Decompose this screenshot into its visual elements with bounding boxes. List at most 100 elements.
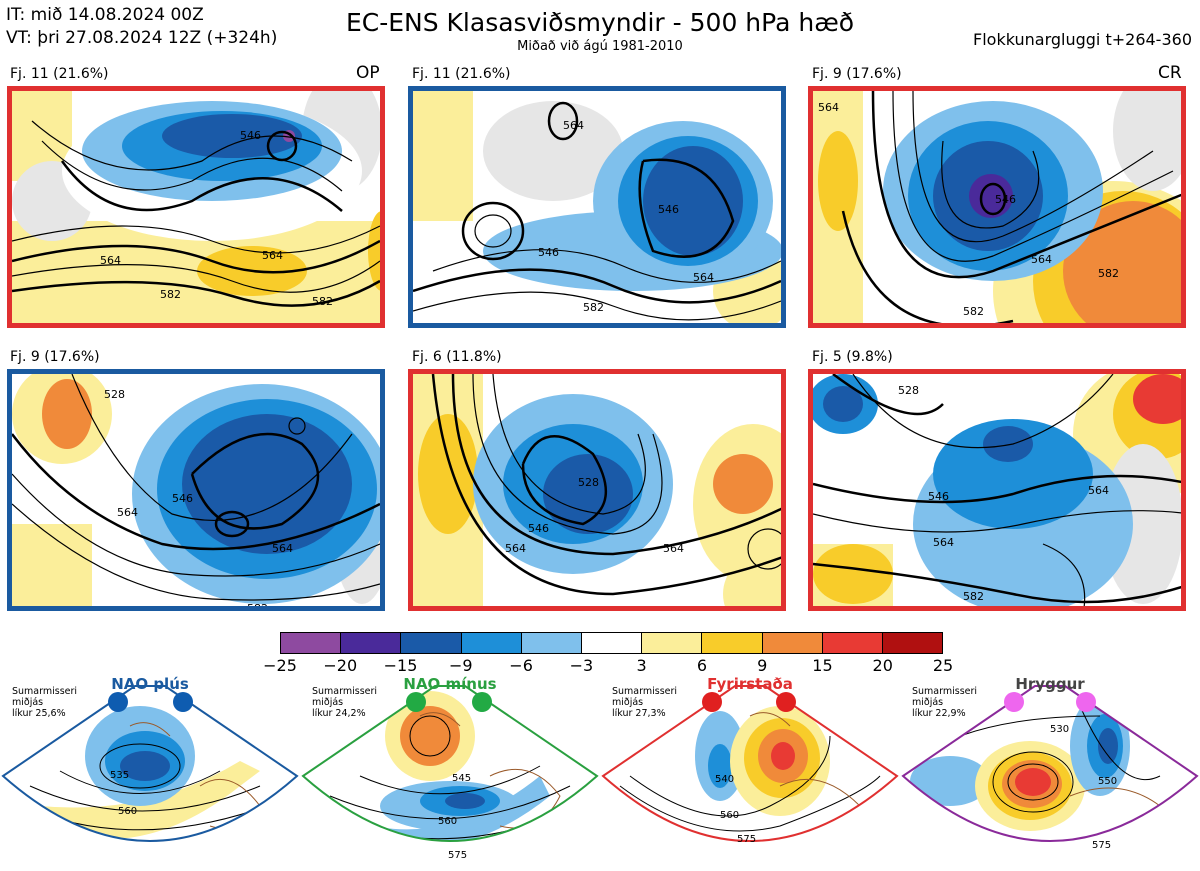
regime-info: Sumarmisseri miðjás líkur 24,2% [312, 686, 378, 719]
contour-label: 560 [438, 816, 457, 827]
contour-label: 575 [448, 850, 467, 861]
colorbar-swatch [762, 633, 823, 653]
contour-label: 582 [160, 288, 181, 301]
colorbar-swatch [401, 633, 462, 653]
contour-label: 564 [272, 542, 293, 555]
cluster-map-2[interactable]: 564 546 546 564 582 [408, 86, 786, 328]
contour-label: 582 [583, 301, 604, 314]
contour-label: 560 [720, 810, 739, 821]
regime-dot-icon [472, 692, 492, 712]
regime-dot-icon [1004, 692, 1024, 712]
colorbar-tick-label: −9 [449, 656, 473, 675]
contour-label: 546 [528, 522, 549, 535]
colorbar-swatch [822, 633, 883, 653]
contour-label: 564 [933, 536, 954, 549]
cluster-map-3[interactable]: 564 564 582 582 546 [808, 86, 1186, 328]
colorbar-tick-label: −15 [383, 656, 418, 675]
colorbar-swatch [642, 633, 703, 653]
contour-label: 564 [663, 542, 684, 555]
contour-label: 528 [104, 388, 125, 401]
regime-nao-plus[interactable]: 535 560 NAO plús Sumarmisseri miðjás líkur… [0, 675, 300, 871]
contour-label: 575 [737, 834, 756, 845]
contour-label: 582 [247, 602, 268, 611]
cluster-map-1[interactable]: 564 564 582 582 546 [7, 86, 385, 328]
colorbar-tick-label: 6 [696, 656, 707, 675]
panel-label-3: Fj. 9 (17.6%) [812, 66, 902, 82]
initial-time: IT: mið 14.08.2024 00Z [6, 5, 204, 25]
contour-label: 550 [1098, 776, 1117, 787]
contour-label: 546 [240, 129, 261, 142]
colorbar-swatch [581, 633, 643, 653]
regime-title: Fyrirstaða [707, 675, 793, 693]
colorbar-swatch [341, 633, 402, 653]
regime-dot-icon [702, 692, 722, 712]
colorbar-tick-label: −20 [323, 656, 358, 675]
panel-code-1: OP [356, 63, 380, 83]
contour-label: 582 [1098, 267, 1119, 280]
contour-label: 546 [995, 193, 1016, 206]
colorbar-tick-label: 15 [812, 656, 833, 675]
contour-label: 582 [963, 590, 984, 603]
colorbar-swatch [882, 633, 943, 653]
regime-title: NAO mínus [403, 675, 497, 693]
contour-label: 564 [262, 249, 283, 262]
colorbar-swatch [281, 633, 342, 653]
contour-label: 546 [538, 246, 559, 259]
contour-label: 564 [693, 271, 714, 284]
colorbar [280, 632, 943, 654]
contour-label: 546 [658, 203, 679, 216]
colorbar-tick-label: 25 [932, 656, 954, 675]
contour-label: 582 [312, 295, 333, 308]
contour-label: 545 [452, 773, 471, 784]
contour-label: 564 [100, 254, 121, 267]
valid-time: VT: þri 27.08.2024 12Z (+324h) [6, 28, 278, 48]
contour-label: 575 [1092, 840, 1111, 851]
colorbar-tick-label: 3 [636, 656, 647, 675]
regime-info: Sumarmisseri miðjás líkur 25,6% [12, 686, 78, 719]
cluster-map-4[interactable]: 528 546 564 564 582 [7, 369, 385, 611]
panel-label-6: Fj. 5 (9.8%) [812, 349, 893, 365]
panel-code-3: CR [1158, 63, 1182, 83]
contour-label: 564 [818, 101, 839, 114]
page-subtitle: Miðað við ágú 1981-2010 [517, 39, 683, 54]
colorbar-swatch [461, 633, 522, 653]
contour-label: 564 [1031, 253, 1052, 266]
regime-dot-icon [1076, 692, 1096, 712]
colorbar-tick-label: 20 [872, 656, 893, 675]
classification-window: Flokkunargluggi t+264-360 [973, 30, 1192, 49]
panel-label-4: Fj. 9 (17.6%) [10, 349, 100, 365]
cluster-map-6[interactable]: 528 546 564 564 582 [808, 369, 1186, 611]
contour-label: 528 [578, 476, 599, 489]
header-info: IT: mið 14.08.2024 00Z VT: þri 27.08.202… [6, 4, 277, 50]
contour-label: 546 [172, 492, 193, 505]
regime-dot-icon [776, 692, 796, 712]
contour-label: 540 [715, 774, 734, 785]
colorbar-tick-label: −3 [569, 656, 594, 675]
contour-label: 535 [110, 770, 129, 781]
contour-label: 564 [1088, 484, 1109, 497]
panel-label-2: Fj. 11 (21.6%) [412, 66, 511, 82]
regime-nao-minus[interactable]: 545 560 575 NAO mínus Sumarmisseri miðjás… [300, 675, 600, 871]
contour-label: 582 [963, 305, 984, 318]
contour-label: 582 [625, 604, 646, 611]
contour-label: 528 [898, 384, 919, 397]
panel-label-1: Fj. 11 (21.6%) [10, 66, 109, 82]
regime-blocking[interactable]: 540 560 575 Fyrirstaða Sumarmisseri miðjá… [600, 675, 900, 871]
regime-dot-icon [173, 692, 193, 712]
regime-info: Sumarmisseri miðjás líkur 27,3% [612, 686, 678, 719]
contour-label: 564 [563, 119, 584, 132]
contour-label: 564 [117, 506, 138, 519]
panel-label-5: Fj. 6 (11.8%) [412, 349, 502, 365]
regime-dot-icon [406, 692, 426, 712]
regime-dot-icon [108, 692, 128, 712]
contour-label: 564 [505, 542, 526, 555]
contour-label: 530 [1050, 724, 1069, 735]
colorbar-tick-label: 9 [757, 656, 768, 675]
regime-ridge[interactable]: 530 550 575 Hryggur Sumarmisseri miðjás lí… [900, 675, 1200, 871]
regime-title: NAO plús [111, 675, 189, 693]
colorbar-swatch [702, 633, 763, 653]
cluster-map-5[interactable]: 528 546 564 564 582 [408, 369, 786, 611]
colorbar-tick-label: −6 [509, 656, 533, 675]
regime-info: Sumarmisseri miðjás líkur 22,9% [912, 686, 978, 719]
contour-label: 560 [118, 806, 137, 817]
